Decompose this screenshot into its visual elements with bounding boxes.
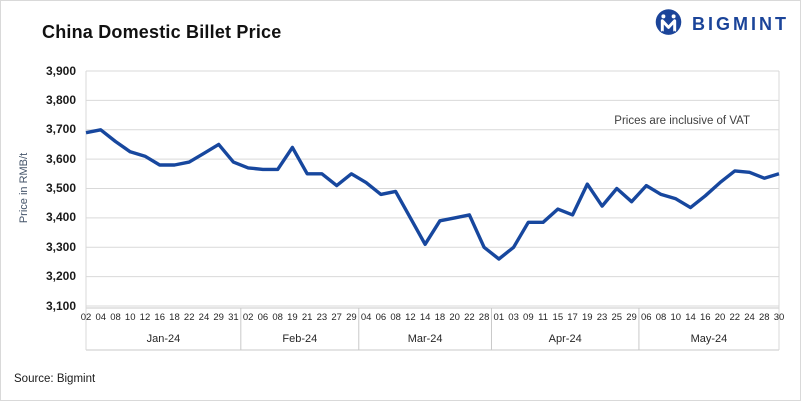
x-day-label: 04 [360,312,372,323]
x-day-label: 22 [464,312,475,323]
x-day-label: 30 [773,312,785,323]
y-tick-label: 3,600 [45,151,76,166]
x-day-label: 02 [242,312,254,323]
x-day-label: 10 [124,312,136,323]
x-day-label: 22 [729,312,741,323]
x-day-label: 18 [169,312,180,323]
x-day-label: 22 [183,312,195,323]
x-day-label: 08 [272,312,283,323]
y-tick-label: 3,300 [45,239,76,254]
price-line [85,128,780,261]
x-day-label: 11 [538,312,549,323]
x-day-label: 02 [80,312,92,323]
x-day-label: 19 [582,312,593,323]
x-day-label: 20 [449,312,460,323]
x-day-label: 04 [95,312,107,323]
x-month-label: Mar-24 [407,333,443,345]
x-day-label: 29 [626,312,637,323]
y-tick-label: 3,500 [45,181,76,195]
x-day-label: 29 [346,312,357,323]
x-day-label: 01 [493,312,505,323]
x-day-label: 28 [478,312,490,323]
x-day-label: 08 [655,312,667,323]
x-day-label: 10 [670,312,682,323]
y-tick-label: 3,200 [45,269,76,284]
x-day-label: 06 [375,312,387,323]
x-day-label: 21 [301,312,313,323]
x-day-label: 23 [596,312,608,323]
bigmint-logo-text: BIGMINT [692,14,789,34]
x-day-label: 15 [552,312,564,323]
y-tick-label: 3,100 [45,298,76,313]
x-day-label: 27 [331,312,342,323]
x-day-label: 25 [611,312,623,323]
source-text: Source: Bigmint [14,373,96,385]
vat-annotation: Prices are inclusive of VAT [614,115,750,127]
x-day-label: 20 [714,312,726,323]
y-tick-label: 3,800 [45,92,76,107]
x-day-label: 29 [213,312,224,323]
bigmint-miner-icon [655,9,682,35]
x-day-label: 08 [110,312,121,323]
x-month-label: Jan-24 [146,333,181,345]
y-tick-label: 3,900 [45,63,76,78]
x-day-label: 24 [198,312,210,323]
x-day-label: 12 [405,312,416,323]
x-month-label: Feb-24 [282,333,318,345]
x-day-label: 06 [257,312,269,323]
x-day-label: 14 [419,312,431,323]
x-month-label: Apr-24 [548,333,582,345]
x-day-label: 12 [139,312,151,323]
bigmint-logo: BIGMINT [652,7,789,42]
page-title: China Domestic Billet Price [42,22,282,42]
x-month-label: May-24 [690,333,728,345]
x-day-label: 14 [685,312,696,323]
x-day-label: 19 [287,312,298,323]
x-day-label: 03 [508,312,519,323]
y-tick-label: 3,400 [45,210,76,225]
x-day-label: 28 [758,312,770,323]
y-tick-label: 3,700 [45,122,76,137]
x-day-label: 16 [699,312,711,323]
x-day-label: 24 [744,312,755,323]
x-day-label: 09 [523,312,534,323]
x-day-label: 18 [434,312,446,323]
x-day-label: 16 [154,312,166,323]
x-day-label: 31 [228,312,239,323]
x-day-label: 23 [316,312,328,323]
x-day-label: 08 [390,312,401,323]
x-day-label: 06 [641,312,652,323]
x-day-label: 17 [567,312,578,323]
